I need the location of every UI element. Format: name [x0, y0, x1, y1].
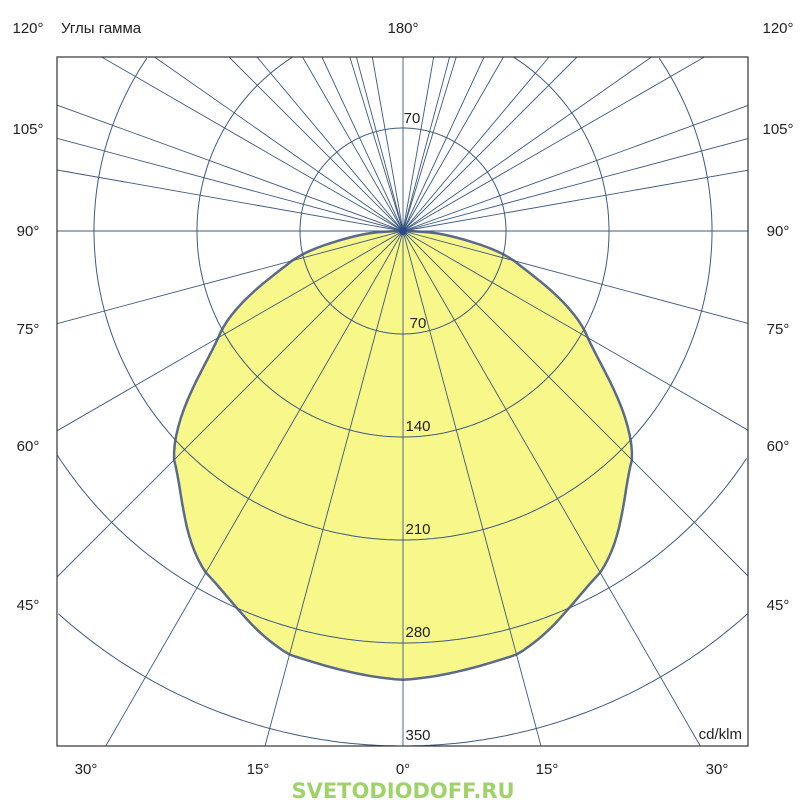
radial-tick-label-70: 70	[410, 315, 427, 332]
radial-line	[371, 56, 404, 232]
radial-line	[402, 56, 435, 232]
grid-circle-350	[403, 613, 748, 747]
grid-circle-280	[403, 458, 748, 644]
radial-line	[402, 56, 550, 232]
radial-tick-label-upper: 70	[404, 110, 421, 127]
radial-line	[402, 169, 749, 232]
radial-line	[56, 230, 404, 432]
radial-line	[302, 56, 404, 232]
radial-tick-label-350: 350	[405, 727, 430, 744]
center-point	[399, 227, 407, 235]
radial-line	[321, 56, 404, 232]
radial-tick-label-280: 280	[405, 624, 430, 641]
radial-line	[402, 230, 749, 324]
radial-line	[402, 104, 749, 232]
radial-line	[101, 56, 404, 232]
angle-label-left: 105°	[12, 121, 43, 138]
radial-line	[154, 56, 404, 232]
angle-label-right: 105°	[762, 121, 793, 138]
radial-line	[56, 230, 404, 578]
radial-line	[402, 56, 451, 232]
angle-label-right: 45°	[767, 597, 790, 614]
radial-line	[256, 56, 404, 232]
radial-line	[402, 56, 485, 232]
grid-circle-350	[58, 613, 403, 747]
radial-line	[264, 230, 404, 747]
radial-line	[402, 138, 749, 232]
grid-circle-140	[403, 56, 610, 438]
unit-label: cd/klm	[699, 726, 742, 743]
angle-label-bottom: 30°	[75, 761, 98, 778]
radial-line	[56, 137, 404, 232]
angle-label-left: 45°	[17, 597, 40, 614]
radial-line	[105, 230, 404, 747]
radial-line	[228, 56, 404, 232]
angle-label-top-center: 180°	[387, 20, 418, 37]
radial-line	[402, 230, 749, 577]
radial-line	[56, 104, 404, 232]
grid-circle-280	[57, 455, 403, 644]
angle-label-top-left: 120°	[12, 20, 43, 37]
angle-label-right: 60°	[767, 438, 790, 455]
chart-title: Углы гамма	[61, 20, 142, 37]
radial-line	[402, 56, 504, 232]
angle-label-left: 90°	[17, 223, 40, 240]
angle-label-bottom: 15°	[247, 761, 270, 778]
radial-line	[402, 56, 457, 232]
angle-label-left: 60°	[17, 438, 40, 455]
radial-line	[402, 56, 705, 232]
radial-line	[56, 230, 404, 325]
plot-area	[56, 56, 749, 747]
angle-label-right: 90°	[767, 223, 790, 240]
radial-line	[402, 56, 652, 232]
watermark-logo: SVETODIODOFF.RU	[291, 779, 514, 800]
radial-line	[56, 169, 404, 232]
grid-circle-210	[93, 57, 403, 541]
angle-label-bottom: 0°	[396, 761, 410, 778]
angle-label-bottom: 15°	[536, 761, 559, 778]
radial-tick-label-210: 210	[405, 521, 430, 538]
radial-tick-label-140: 140	[405, 418, 430, 435]
radial-line	[355, 56, 404, 232]
radial-line	[402, 230, 542, 747]
radial-line	[402, 230, 749, 431]
angle-label-bottom: 30°	[706, 761, 729, 778]
plot-frame	[56, 56, 749, 747]
radial-line	[402, 56, 578, 232]
radial-line	[349, 56, 404, 232]
angle-label-right: 75°	[767, 321, 790, 338]
angle-label-left: 75°	[17, 321, 40, 338]
radial-line	[402, 230, 701, 747]
grid-circle-210	[403, 57, 713, 541]
grid-circle-140	[196, 56, 403, 438]
angle-label-top-right: 120°	[762, 20, 793, 37]
